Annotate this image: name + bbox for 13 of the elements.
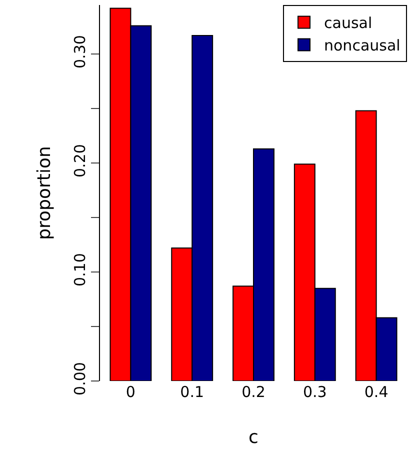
x-tick-label: 0 (126, 383, 136, 401)
legend-label: noncausal (324, 36, 400, 55)
y-tick-label: 0.30 (71, 35, 89, 68)
legend-label: causal (324, 14, 372, 32)
y-axis-title: proportion (34, 146, 56, 240)
x-tick-label: 0.2 (242, 383, 266, 401)
x-tick-label: 0.3 (302, 383, 327, 401)
x-axis-title: c (248, 427, 258, 448)
x-tick-label: 0.1 (180, 383, 204, 401)
y-tick-label: 0.10 (71, 253, 89, 286)
y-tick-label: 0.00 (71, 362, 89, 396)
x-tick-label: 0.4 (364, 383, 388, 401)
y-tick-label: 0.20 (71, 144, 89, 178)
